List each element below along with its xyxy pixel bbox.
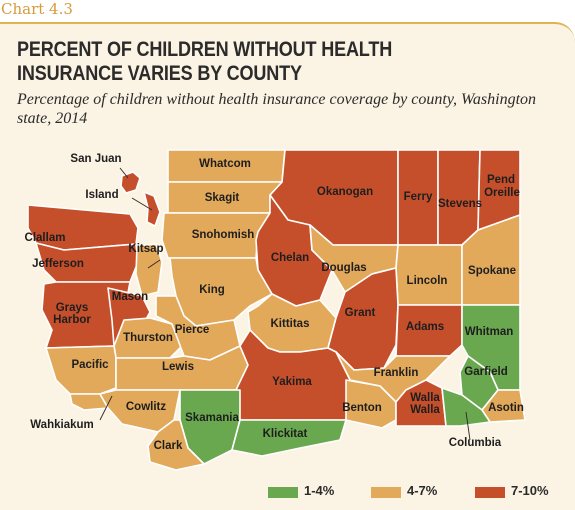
county-label-yakima: Yakima (272, 376, 312, 388)
county-label-walla-walla-2: Walla (410, 404, 440, 416)
chart-number-label: Chart 4.3 (1, 0, 73, 18)
county-label-skagit: Skagit (205, 192, 240, 204)
chart-subtitle: Percentage of children without health in… (17, 91, 537, 127)
county-klickitat (231, 419, 347, 457)
legend-label-high: 7-10% (511, 483, 549, 498)
legend-swatch-high (475, 487, 505, 498)
county-label-columbia: Columbia (449, 437, 502, 449)
leader-line-2 (131, 197, 153, 211)
county-san-juan (120, 171, 141, 194)
county-label-franklin: Franklin (374, 367, 419, 379)
leader-line-3 (147, 259, 161, 269)
county-label-pend-oreille-2: Oreille (484, 187, 520, 199)
county-label-okanogan: Okanogan (317, 186, 373, 198)
county-label-thurston: Thurston (123, 332, 173, 344)
county-label-clark: Clark (154, 440, 183, 452)
county-label-wahkiakum: Wahkiakum (30, 419, 93, 431)
county-label-san-juan: San Juan (70, 153, 121, 165)
county-label-whitman: Whitman (465, 326, 514, 338)
county-jefferson (35, 242, 139, 283)
leader-line-5 (465, 411, 471, 441)
county-label-adams: Adams (406, 321, 444, 333)
leader-line-1 (119, 167, 129, 179)
county-label-kitsap: Kitsap (128, 243, 163, 255)
county-label-grant: Grant (345, 307, 376, 319)
leader-line-4 (99, 395, 113, 421)
county-label-ferry: Ferry (404, 191, 433, 203)
county-label-king: King (199, 284, 225, 296)
legend-label-mid: 4-7% (407, 483, 438, 498)
county-label-spokane: Spokane (468, 265, 516, 277)
county-label-pacific: Pacific (71, 359, 109, 371)
county-clark (147, 419, 205, 471)
county-label-mason: Mason (112, 291, 148, 303)
county-label-asotin: Asotin (488, 402, 524, 414)
legend-swatch-low (268, 487, 298, 498)
county-label-island: Island (85, 189, 118, 201)
county-columbia (441, 387, 491, 427)
county-label-lincoln: Lincoln (407, 275, 448, 287)
county-label-douglas: Douglas (321, 262, 366, 274)
county-label-cowlitz: Cowlitz (126, 401, 166, 413)
county-asotin (481, 389, 526, 423)
county-label-benton: Benton (342, 402, 382, 414)
county-wahkiakum (69, 393, 109, 411)
county-label-clallam: Clallam (25, 232, 66, 244)
county-label-pend-oreille-1: Pend (487, 174, 515, 186)
county-label-jefferson: Jefferson (32, 258, 84, 270)
county-label-pierce: Pierce (175, 324, 210, 336)
county-spokane (461, 214, 521, 306)
county-label-grays-harbor-2: Harbor (53, 314, 91, 326)
county-label-grays-harbor-1: Grays (56, 302, 89, 314)
chart-title: PERCENT OF CHILDREN WITHOUT HEALTH INSUR… (17, 38, 393, 85)
county-label-lewis: Lewis (162, 361, 194, 373)
county-kitsap (135, 243, 163, 297)
county-label-chelan: Chelan (271, 252, 309, 264)
county-island (143, 191, 161, 227)
county-label-klickitat: Klickitat (263, 428, 308, 440)
county-adams (395, 304, 463, 357)
county-label-garfield: Garfield (464, 366, 507, 378)
county-label-stevens: Stevens (438, 198, 482, 210)
county-label-snohomish: Snohomish (192, 229, 255, 241)
county-label-walla-walla-1: Walla (410, 392, 440, 404)
county-label-skamania: Skamania (185, 412, 239, 424)
legend-swatch-mid (371, 487, 401, 498)
county-label-kittitas: Kittitas (271, 318, 310, 330)
county-pacific (45, 345, 117, 395)
county-label-whatcom: Whatcom (199, 158, 251, 170)
legend-label-low: 1-4% (304, 483, 335, 498)
